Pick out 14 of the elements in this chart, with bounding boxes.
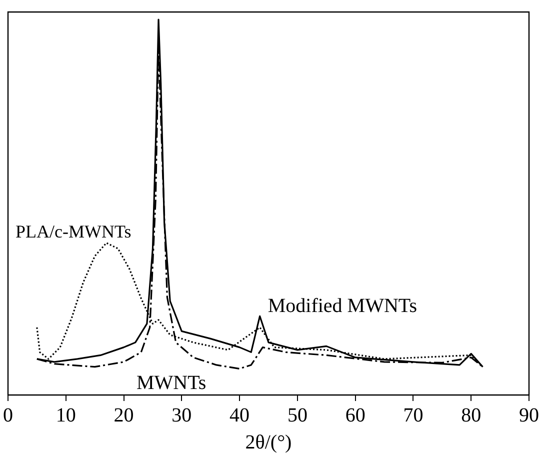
x-tick-label: 50 — [287, 404, 308, 426]
x-axis-title: 2θ/(°) — [245, 431, 292, 454]
series-label: Modified MWNTs — [268, 295, 418, 318]
series-label: MWNTs — [136, 372, 206, 394]
x-tick-label: 20 — [114, 404, 134, 426]
series-label: PLA/c-MWNTs — [15, 222, 132, 242]
x-tick-label: 90 — [519, 404, 539, 426]
x-tick-label: 40 — [230, 404, 250, 426]
x-tick-label: 10 — [56, 404, 76, 426]
x-tick-label: 80 — [461, 404, 482, 426]
x-tick-label: 30 — [172, 404, 192, 426]
x-tick-label: 70 — [403, 404, 424, 426]
x-tick-label: 0 — [3, 404, 13, 426]
x-tick-label: 60 — [345, 404, 366, 426]
